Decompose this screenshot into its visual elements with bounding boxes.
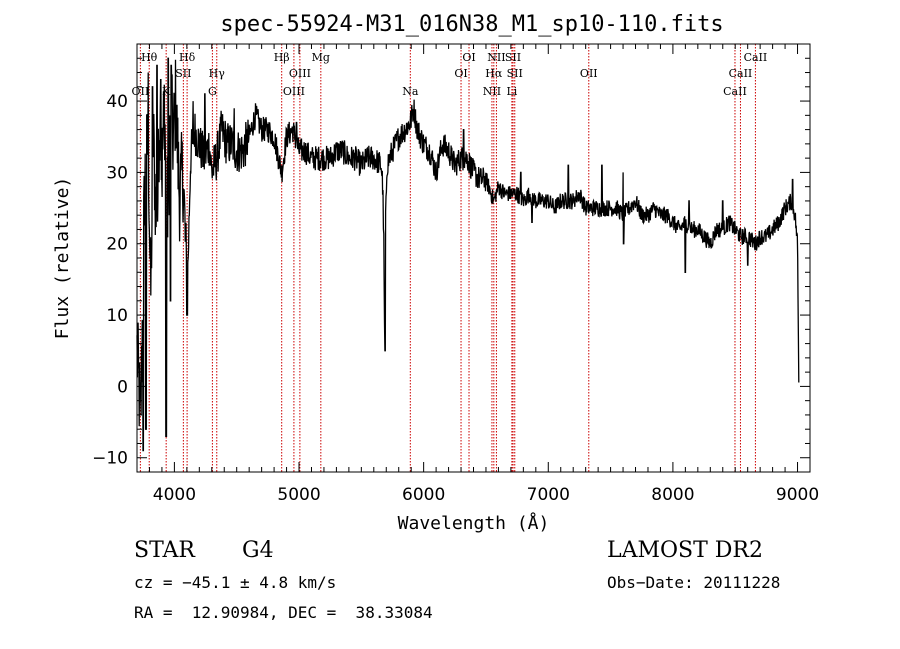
line-label: OIII — [289, 67, 311, 80]
line-label: NII — [483, 85, 501, 98]
line-label: Hα — [485, 67, 503, 80]
line-label: OIII — [283, 85, 305, 98]
y-tick-label: −10 — [92, 449, 128, 469]
x-axis-label: Wavelength (Å) — [398, 512, 550, 534]
line-label: G — [208, 85, 217, 98]
line-label: SII — [505, 51, 521, 64]
line-label: CaII — [729, 67, 753, 80]
spectral-line-markers — [139, 44, 756, 472]
line-label: OI — [462, 51, 475, 64]
axis-ticks — [136, 43, 811, 473]
line-label: OII — [132, 85, 150, 98]
line-label: Hβ — [274, 51, 290, 64]
line-label: Hγ — [209, 67, 226, 80]
line-label: Na — [402, 85, 419, 98]
y-tick-label: 10 — [106, 306, 128, 326]
line-label: NII — [487, 51, 505, 64]
line-label: SII — [507, 67, 523, 80]
y-tick-label: 20 — [106, 235, 128, 255]
y-axis-label: Flux (relative) — [52, 177, 73, 340]
line-label: K — [162, 85, 171, 98]
line-label: Mg — [312, 51, 330, 64]
x-tick-label: 5000 — [277, 485, 320, 505]
coordinates: RA = 12.90984, DEC = 38.33084 — [134, 603, 433, 622]
chart-title: spec-55924-M31_016N38_M1_sp10-110.fits — [220, 12, 723, 37]
observation-date: Obs−Date: 20111228 — [607, 573, 781, 592]
line-label: CaII — [744, 51, 768, 64]
x-tick-label: 9000 — [776, 485, 819, 505]
y-tick-label: 30 — [106, 163, 128, 183]
survey-name: LAMOST DR2 — [607, 538, 763, 563]
spectrum-line — [136, 57, 800, 452]
line-label: OII — [580, 67, 598, 80]
plot-frame — [136, 43, 811, 473]
redshift-velocity: cz = −45.1 ± 4.8 km/s — [134, 573, 337, 592]
y-tick-label: 0 — [117, 377, 128, 397]
object-class: STAR — [134, 538, 195, 563]
axis-tick-labels: 4000 5000 6000 7000 8000 9000 −10 0 10 20 30 40 — [92, 92, 819, 505]
line-label: Hδ — [179, 51, 196, 64]
line-label: CaII — [723, 85, 747, 98]
object-subclass: G4 — [242, 538, 274, 563]
line-label: Hθ — [141, 51, 158, 64]
x-tick-label: 6000 — [402, 485, 445, 505]
y-tick-label: 40 — [106, 92, 128, 112]
x-tick-label: 7000 — [527, 485, 570, 505]
x-tick-label: 8000 — [651, 485, 694, 505]
line-label: SII — [175, 67, 191, 80]
line-label: Li — [506, 85, 517, 98]
x-tick-label: 4000 — [153, 485, 196, 505]
line-label: OI — [454, 67, 467, 80]
